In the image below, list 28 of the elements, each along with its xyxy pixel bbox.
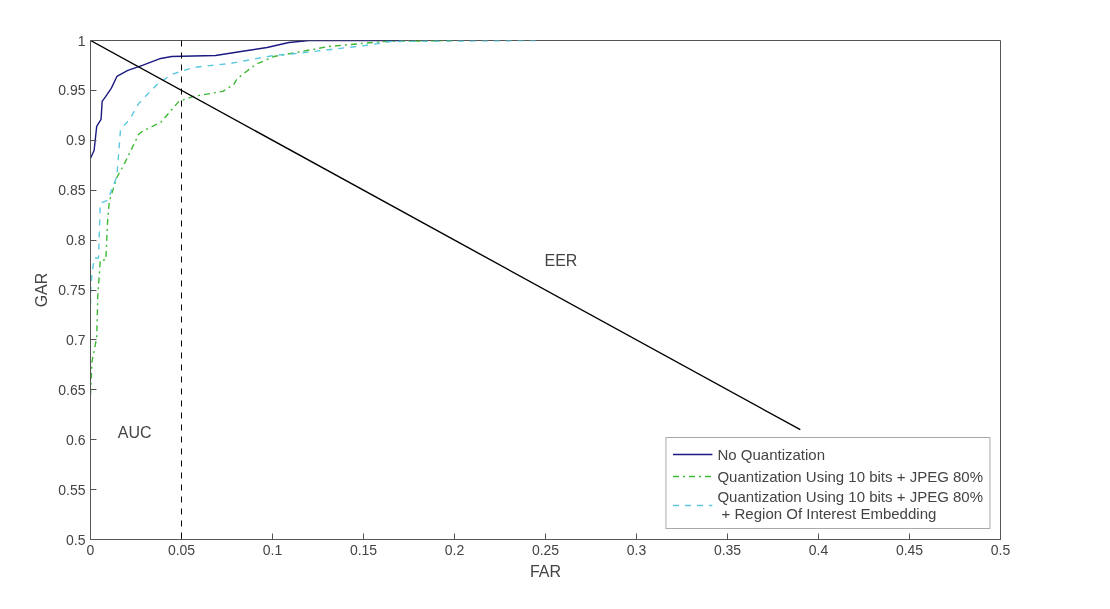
x-tick-label: 0.4 bbox=[808, 541, 829, 558]
x-tick-label: 0.35 bbox=[713, 541, 742, 558]
y-tick-label: 0.8 bbox=[66, 232, 86, 249]
y-axis-title: GAR bbox=[33, 272, 51, 308]
x-tick-label: 0 bbox=[86, 541, 95, 558]
x-tick-label: 0.5 bbox=[990, 541, 1011, 558]
y-tick-label: 0.9 bbox=[66, 132, 86, 149]
y-tick-label: 0.85 bbox=[58, 182, 86, 199]
y-tick-label: 0.7 bbox=[66, 331, 86, 348]
y-tick-label: 0.55 bbox=[58, 481, 86, 498]
x-tick-label: 0.2 bbox=[444, 541, 465, 558]
x-tick-label: 0.15 bbox=[349, 541, 378, 558]
legend-label: No Quantization bbox=[717, 444, 826, 464]
annotation: EER bbox=[544, 252, 578, 270]
y-tick-label: 0.65 bbox=[58, 381, 86, 398]
x-axis-title: FAR bbox=[529, 562, 562, 580]
x-tick-label: 0.25 bbox=[531, 541, 560, 558]
y-tick-label: 0.75 bbox=[58, 282, 86, 298]
x-tick-label: 0.45 bbox=[895, 541, 924, 558]
x-tick-label: 0.1 bbox=[262, 541, 283, 558]
y-tick-label: 1 bbox=[77, 32, 86, 49]
annotation: AUC bbox=[117, 424, 152, 442]
x-tick-label: 0.3 bbox=[626, 541, 647, 558]
y-tick-label: 0.95 bbox=[58, 82, 86, 99]
legend-label: Quantization Using 10 bits + JPEG 80% bbox=[717, 466, 983, 486]
y-tick-label: 0.6 bbox=[66, 431, 86, 448]
legend-label: Quantization Using 10 bits + JPEG 80% + Region Of Interest Embedding bbox=[717, 488, 983, 522]
x-tick-label: 0.05 bbox=[167, 541, 196, 558]
